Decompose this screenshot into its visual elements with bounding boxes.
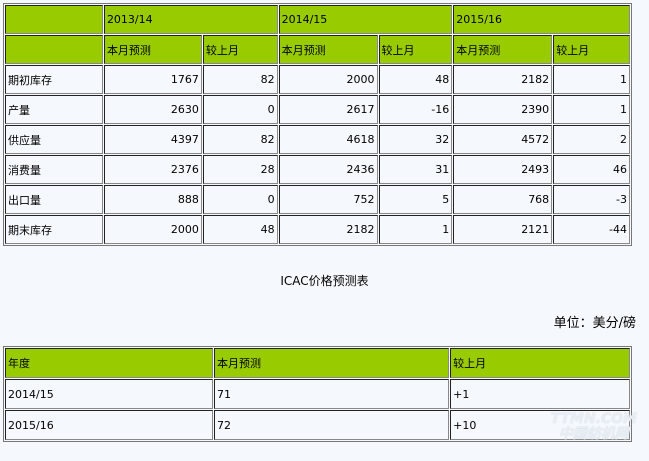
cell: 2 (553, 125, 630, 154)
cell: 32 (378, 125, 453, 154)
cell: 2182 (278, 215, 378, 244)
subheader: 较上月 (553, 35, 630, 64)
year-header: 2014/15 (278, 5, 453, 34)
price-forecast-table: 年度 本月预测 较上月 2014/15 71 +1 2015/16 72 +10 (3, 346, 632, 442)
row-label: 产量 (5, 95, 103, 124)
cell: 4618 (278, 125, 378, 154)
cell: 752 (278, 185, 378, 214)
cell: 28 (202, 155, 278, 184)
header-cell: 较上月 (450, 348, 630, 378)
cell: 2000 (278, 65, 378, 94)
cell: 2493 (453, 155, 553, 184)
cell: 48 (378, 65, 453, 94)
cell: -44 (553, 215, 630, 244)
cell: 888 (103, 185, 202, 214)
cell: 1 (553, 95, 630, 124)
corner-cell (5, 5, 103, 34)
table-row: 产量 2630 0 2617 -16 2390 1 (5, 95, 630, 124)
subheader: 较上月 (378, 35, 453, 64)
subheader: 本月预测 (278, 35, 378, 64)
cell: 2630 (103, 95, 202, 124)
table-row: 消费量 2376 28 2436 31 2493 46 (5, 155, 630, 184)
table-row: 2014/15 71 +1 (5, 379, 630, 409)
cell: 82 (202, 65, 278, 94)
table-row: 出口量 888 0 752 5 768 -3 (5, 185, 630, 214)
cell: 0 (202, 185, 278, 214)
cell: 1767 (103, 65, 202, 94)
cell: -3 (553, 185, 630, 214)
row-label: 供应量 (5, 125, 103, 154)
cell: 1 (553, 65, 630, 94)
table-row: 2015/16 72 +10 (5, 410, 630, 440)
cell: 4397 (103, 125, 202, 154)
table-row: 供应量 4397 82 4618 32 4572 2 (5, 125, 630, 154)
cell: 4572 (453, 125, 553, 154)
header-cell: 本月预测 (214, 348, 450, 378)
cell: 82 (202, 125, 278, 154)
cell: 768 (453, 185, 553, 214)
subheader: 较上月 (202, 35, 278, 64)
subheader: 本月预测 (453, 35, 553, 64)
cell: 72 (214, 410, 450, 440)
cell: 2376 (103, 155, 202, 184)
year-header: 2013/14 (103, 5, 278, 34)
watermark-logo: TTMN.COM 中国纺机网 (550, 411, 638, 442)
table-row: 期初库存 1767 82 2000 48 2182 1 (5, 65, 630, 94)
cell: 2617 (278, 95, 378, 124)
cell: 2436 (278, 155, 378, 184)
corner-cell (5, 35, 103, 64)
header-cell: 年度 (5, 348, 213, 378)
cell: 2000 (103, 215, 202, 244)
cell: 2015/16 (5, 410, 213, 440)
cell: 48 (202, 215, 278, 244)
price-table-title: ICAC价格预测表 (280, 274, 369, 288)
year-header: 2015/16 (453, 5, 630, 34)
unit-label: 单位：美分/磅 (553, 316, 636, 331)
cell: -16 (378, 95, 453, 124)
row-label: 期末库存 (5, 215, 103, 244)
cell: 2121 (453, 215, 553, 244)
supply-demand-table: 2013/14 2014/15 2015/16 本月预测 较上月 本月预测 较上… (3, 3, 632, 246)
row-label: 出口量 (5, 185, 103, 214)
cell: 2390 (453, 95, 553, 124)
header-row: 年度 本月预测 较上月 (5, 348, 630, 378)
cell: 2182 (453, 65, 553, 94)
year-header-row: 2013/14 2014/15 2015/16 (5, 5, 630, 34)
cell: 2014/15 (5, 379, 213, 409)
table-row: 期末库存 2000 48 2182 1 2121 -44 (5, 215, 630, 244)
cell: +10 (450, 410, 630, 440)
subheader: 本月预测 (103, 35, 202, 64)
cell: 71 (214, 379, 450, 409)
cell: 1 (378, 215, 453, 244)
row-label: 消费量 (5, 155, 103, 184)
cell: 46 (553, 155, 630, 184)
cell: 0 (202, 95, 278, 124)
cell: 31 (378, 155, 453, 184)
row-label: 期初库存 (5, 65, 103, 94)
subheader-row: 本月预测 较上月 本月预测 较上月 本月预测 较上月 (5, 35, 630, 64)
cell: +1 (450, 379, 630, 409)
cell: 5 (378, 185, 453, 214)
